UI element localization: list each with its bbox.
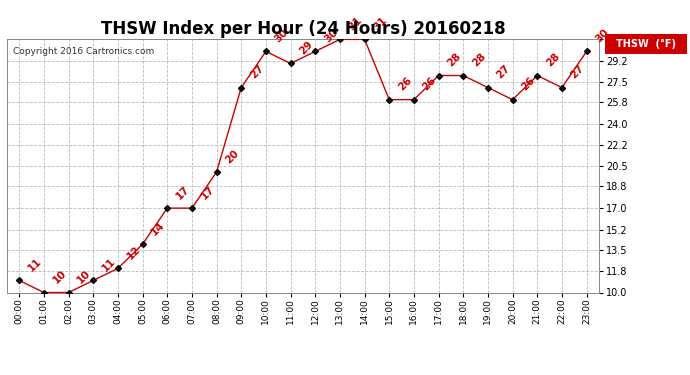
Text: 30: 30 xyxy=(322,27,339,45)
Text: 27: 27 xyxy=(248,63,266,81)
Text: 29: 29 xyxy=(297,39,315,57)
Text: 10: 10 xyxy=(51,268,68,285)
Text: 11: 11 xyxy=(100,256,117,273)
Text: 11: 11 xyxy=(26,256,43,273)
Text: 31: 31 xyxy=(347,15,364,32)
Text: THSW  (°F): THSW (°F) xyxy=(616,39,676,49)
Title: THSW Index per Hour (24 Hours) 20160218: THSW Index per Hour (24 Hours) 20160218 xyxy=(101,20,505,38)
Text: 28: 28 xyxy=(446,51,463,69)
Text: 28: 28 xyxy=(544,51,562,69)
Text: 27: 27 xyxy=(495,63,512,81)
Text: 10: 10 xyxy=(75,268,93,285)
Text: 26: 26 xyxy=(520,75,537,93)
Text: Copyright 2016 Cartronics.com: Copyright 2016 Cartronics.com xyxy=(13,47,154,56)
Text: 20: 20 xyxy=(224,148,241,165)
Text: 27: 27 xyxy=(569,63,586,81)
Text: 28: 28 xyxy=(470,51,488,69)
Text: 26: 26 xyxy=(396,75,413,93)
Text: 30: 30 xyxy=(593,27,611,45)
Text: 17: 17 xyxy=(199,184,216,201)
Text: 12: 12 xyxy=(125,244,142,261)
Text: 30: 30 xyxy=(273,27,290,45)
Text: 26: 26 xyxy=(421,75,438,93)
Text: 31: 31 xyxy=(371,15,389,32)
Text: 14: 14 xyxy=(150,220,167,237)
Text: 17: 17 xyxy=(174,184,192,201)
